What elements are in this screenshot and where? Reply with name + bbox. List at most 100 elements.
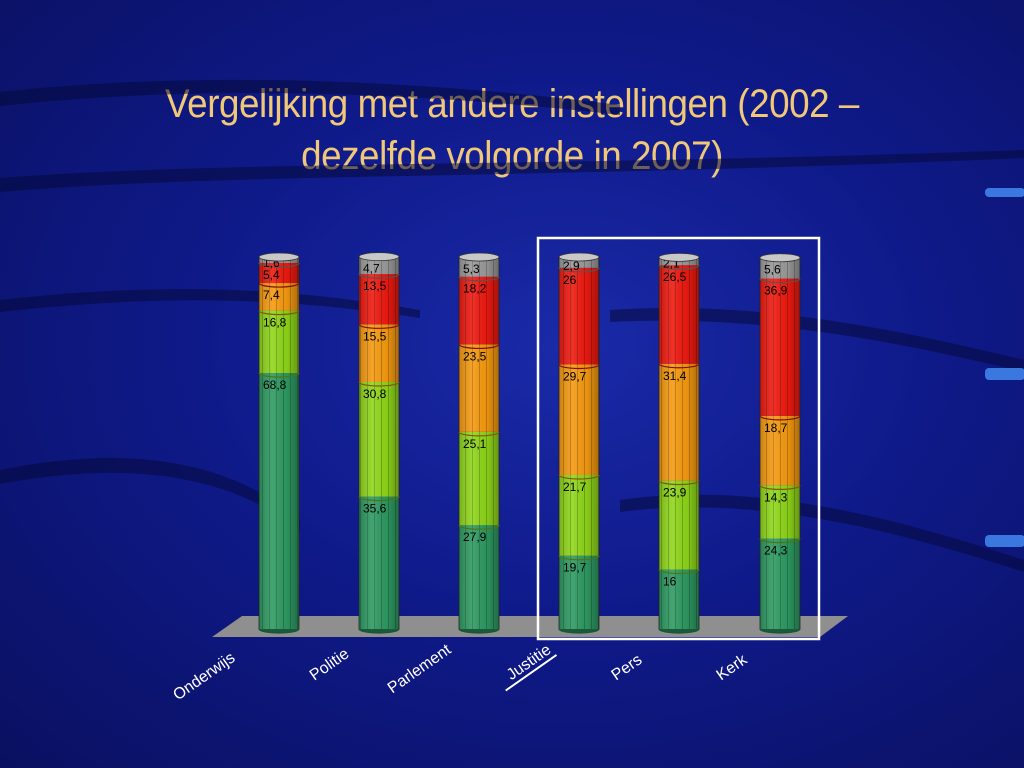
value-label: 16	[663, 574, 677, 588]
bar-segment-edge	[258, 262, 300, 268]
value-label: 13,5	[363, 279, 387, 293]
bar-segment-shade	[259, 262, 299, 284]
bar-segment-edge	[759, 415, 801, 421]
category-label-parlement: Parlement	[385, 641, 455, 697]
bar-segment-shade	[559, 257, 599, 268]
bar-segment-shade	[559, 474, 599, 556]
bar-segment-shade	[259, 373, 299, 629]
bar-segment-edge	[458, 431, 500, 437]
bar-segment-shade	[760, 278, 800, 416]
value-label: 27,9	[463, 530, 487, 544]
bar-segment-edge	[658, 264, 700, 270]
bar-segment-shade	[760, 538, 800, 629]
decor-dash	[985, 188, 1024, 197]
bar-top-cap	[558, 252, 600, 262]
bar-segment-shade	[659, 480, 699, 570]
slide-title: Vergelijking met andere instellingen (20…	[78, 78, 946, 182]
value-label: 5,3	[463, 262, 480, 276]
bar-segment-edge	[358, 381, 400, 387]
bar-top-cap	[759, 253, 801, 263]
bar-segment-shade	[359, 324, 399, 382]
decor-swoosh	[0, 458, 300, 530]
bar-segment-edge	[658, 569, 700, 575]
bar-segment-shade	[459, 431, 499, 526]
bar-segment-shade	[359, 256, 399, 275]
bar-segment-shade	[459, 276, 499, 345]
bar-segment-shade	[760, 485, 800, 539]
category-label-onderwijs: Onderwijs	[170, 649, 238, 704]
category-label-pers: Pers	[609, 651, 646, 684]
value-label: 23,5	[463, 349, 487, 363]
bar-segment-edge	[558, 555, 600, 561]
value-label: 5,4	[263, 268, 280, 282]
bar-segment-shade	[659, 569, 699, 629]
value-label: 15,5	[363, 329, 387, 343]
bar-segment-shade	[459, 257, 499, 277]
bar-kerk: 24,3 14,3 18,7 36,9 5,6	[759, 253, 801, 634]
value-label: 25,1	[463, 437, 487, 451]
value-label: 30,8	[363, 387, 387, 401]
value-label: 14,3	[764, 490, 788, 504]
value-label: 24,3	[764, 544, 788, 558]
bar-segment-edge	[358, 273, 400, 279]
bar-segment-shade	[760, 257, 800, 279]
value-label: 2,9	[563, 259, 580, 273]
bar-segment-shade	[559, 555, 599, 629]
decor-swoosh	[0, 289, 420, 318]
bar-segment-shade	[359, 381, 399, 497]
bar-segment-shade	[659, 363, 699, 481]
bar-segment-edge	[258, 628, 300, 634]
bar-segment-shade	[459, 344, 499, 432]
value-label: 18,7	[764, 421, 788, 435]
bar-segment-edge	[258, 282, 300, 288]
value-label: 29,7	[563, 370, 587, 384]
chart-floor	[212, 616, 848, 637]
value-label: 23,9	[663, 486, 687, 500]
bar-segment-shade	[459, 525, 499, 629]
bar-segment-edge	[558, 474, 600, 480]
value-label: 7,4	[263, 288, 280, 302]
value-label: 18,2	[463, 282, 487, 296]
bar-segment-edge	[358, 324, 400, 329]
highlight-frame	[536, 236, 821, 641]
value-label: 35,6	[363, 502, 387, 516]
value-label: 19,7	[563, 561, 587, 575]
bar-top-cap	[258, 252, 300, 262]
background-decoration	[0, 79, 1024, 572]
bar-segment-edge	[658, 628, 700, 634]
bar-politie: 35,6 30,8 15,5 13,5 4,7	[358, 252, 400, 634]
category-underline	[505, 654, 558, 692]
bar-segment-edge	[258, 372, 300, 378]
bar-segment-edge	[458, 524, 500, 530]
decor-dash	[985, 535, 1024, 547]
bar-segment-shade	[559, 267, 599, 365]
decor-swoosh	[0, 150, 1024, 192]
bar-segment-shade	[259, 310, 299, 374]
bar-segment-shade	[359, 496, 399, 629]
value-label: 36,9	[764, 284, 788, 298]
bar-segment-edge	[558, 364, 600, 370]
bar-segment-edge	[458, 276, 500, 282]
value-label: 4,7	[363, 262, 380, 276]
bar-segment-edge	[759, 485, 801, 490]
bar-segment-edge	[258, 310, 300, 316]
bar-top-cap	[358, 252, 400, 262]
bar-top-cap	[658, 252, 700, 262]
bar-segment-shade	[559, 364, 599, 475]
bar-top-cap	[458, 252, 500, 262]
bar-segment-edge	[458, 628, 500, 634]
decor-swoosh	[610, 308, 1024, 372]
category-label-politie: Politie	[307, 645, 353, 684]
bar-segment-edge	[759, 628, 801, 634]
bar-onderwijs: 68,816,87,45,41,6	[258, 252, 300, 634]
bar-segment-edge	[658, 363, 700, 369]
bar-segment-edge	[358, 496, 400, 502]
value-label: 26	[563, 273, 577, 287]
bar-segment-edge	[458, 344, 500, 350]
value-label: 21,7	[563, 480, 587, 494]
bar-segment-shade	[760, 415, 800, 486]
value-label: 68,8	[263, 378, 287, 392]
